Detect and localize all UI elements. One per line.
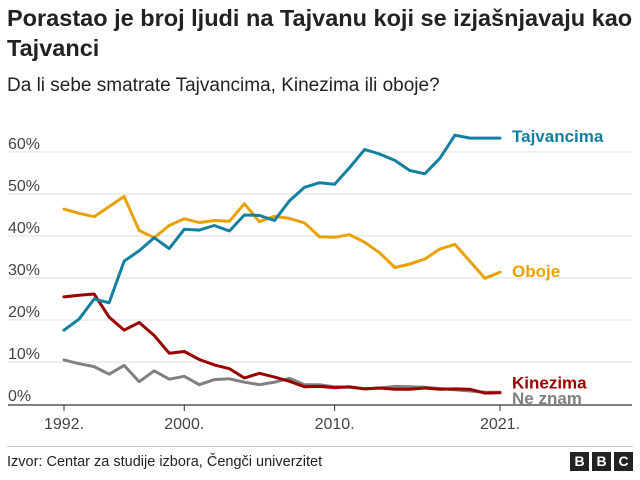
logo-letter-b1: B xyxy=(570,452,589,471)
y-axis-labels: 0% 10% 20% 30% 40% 50% 60% xyxy=(8,136,40,405)
y-tick-label: 0% xyxy=(8,388,31,405)
series-lines xyxy=(62,133,502,395)
x-axis: 1992. 2000. 2010. 2021. xyxy=(8,404,632,433)
series-label-ne-znam: Ne znam xyxy=(512,389,582,408)
chart-title: Porastao je broj ljudi na Tajvanu koji s… xyxy=(7,5,633,61)
x-tick-label: 2000. xyxy=(164,416,204,433)
series-line-oboje xyxy=(62,195,502,280)
bbc-logo: B B C xyxy=(570,452,633,471)
x-tick-label: 2021. xyxy=(480,416,520,433)
y-tick-label: 40% xyxy=(8,220,40,237)
line-chart: 0% 10% 20% 30% 40% 50% 60% 1992. 2000. 2010. 2021… xyxy=(8,127,632,433)
y-tick-label: 30% xyxy=(8,262,40,279)
x-tick-label: 1992. xyxy=(44,416,84,433)
logo-letter-c: C xyxy=(614,452,633,471)
chart-subtitle: Da li sebe smatrate Tajvancima, Kinezima… xyxy=(7,75,440,96)
series-label-kinezima: Kinezima xyxy=(512,374,587,393)
footer-divider xyxy=(7,446,633,447)
y-tick-label: 50% xyxy=(8,178,40,195)
series-label-oboje: Oboje xyxy=(512,262,560,281)
series-label-tajvancima: Tajvancima xyxy=(512,127,604,146)
logo-letter-b2: B xyxy=(592,452,611,471)
series-line-kinezima xyxy=(62,292,502,395)
x-tick-label: 2010. xyxy=(315,416,355,433)
source-note: Izvor: Centar za studije izbora, Čengči … xyxy=(7,454,323,470)
y-tick-label: 10% xyxy=(8,346,40,363)
y-tick-label: 20% xyxy=(8,304,40,321)
y-tick-label: 60% xyxy=(8,136,40,153)
series-line-tajvancima xyxy=(62,133,502,332)
